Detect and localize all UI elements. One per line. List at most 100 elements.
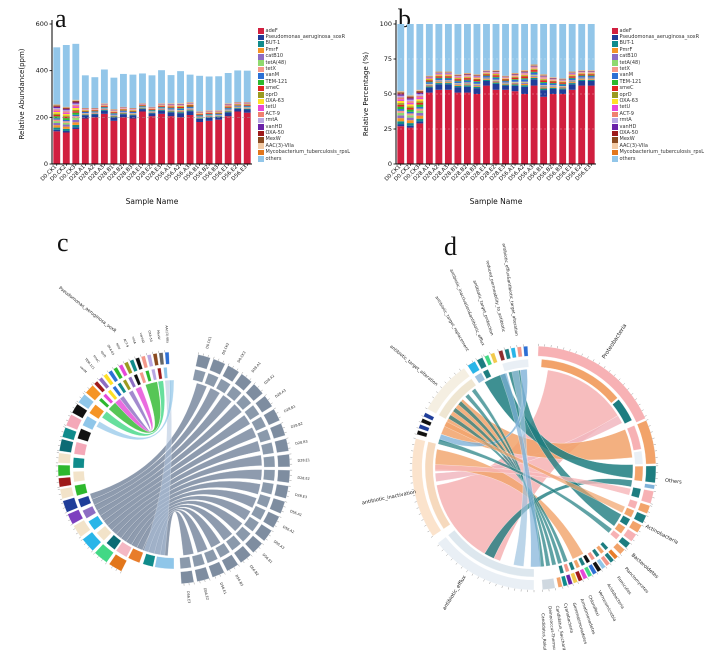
bar-segment: [444, 75, 452, 76]
bar-segment: [435, 75, 443, 77]
bar-segment: [91, 114, 99, 118]
bar-segment: [483, 80, 490, 86]
bar-segment: [72, 127, 80, 129]
scale-tick: [460, 566, 463, 569]
circos-arc-segment: [633, 450, 644, 465]
circos-gene-label: rmtA: [131, 336, 137, 345]
bar-segment: [568, 77, 576, 79]
scale-tick: [207, 354, 209, 358]
bar-segment: [224, 110, 232, 111]
bar-segment: [148, 113, 156, 117]
bar-segment: [540, 86, 548, 88]
legend-gene-label: tetU: [619, 104, 631, 111]
scale-tick: [466, 363, 468, 366]
scale-tick: [623, 383, 625, 385]
legend-item: AAC(3)-VIIa: [258, 143, 350, 149]
bar-segment: [578, 72, 586, 73]
bar-segment: [53, 113, 61, 115]
circos-arc-segment: [245, 383, 263, 402]
bar-segment: [177, 105, 184, 106]
circos-gene-label: vanHD: [139, 332, 146, 344]
bar-segment: [91, 117, 99, 164]
scale-tick: [652, 497, 655, 499]
bar-segment: [243, 70, 251, 103]
circos-arc-segment: [501, 358, 529, 372]
scale-tick: [618, 378, 621, 381]
scale-tick: [652, 437, 655, 439]
panel-b-legend: adeF Pseudomonas_aeruginosa_soxR BUT-1 PmrF…: [612, 28, 704, 162]
scale-tick: [140, 354, 142, 357]
scale-tick: [632, 539, 635, 542]
bar-segment: [444, 24, 452, 72]
circos-arc-segment: [612, 542, 625, 555]
legend-swatch: [258, 54, 264, 60]
bar-segment: [416, 104, 424, 107]
bar-segment: [416, 123, 424, 164]
bar-segment: [444, 84, 452, 90]
circos-arc-segment: [640, 489, 654, 504]
bar-segment: [511, 75, 519, 77]
legend-item: adeF: [258, 28, 350, 34]
circos-sector-label: Candidatus_Rokubacteria: [541, 613, 549, 650]
scale-tick: [495, 583, 497, 587]
bar-segment: [425, 77, 433, 78]
bar-segment: [473, 79, 481, 82]
bar-segment: [72, 111, 80, 113]
bar-segment: [425, 79, 433, 81]
bar-segment: [464, 82, 471, 83]
bar-segment: [530, 85, 538, 164]
legend-item: PmrF: [612, 47, 704, 54]
bar-segment: [406, 97, 414, 99]
scale-tick: [471, 360, 474, 363]
circos-arc-segment: [423, 412, 435, 421]
circos-sample-label: D56.B2: [249, 564, 260, 576]
bar-segment: [568, 75, 576, 77]
bar-segment: [416, 106, 424, 109]
bar-segment: [158, 109, 165, 111]
bar-segment: [81, 75, 89, 108]
bar-segment: [158, 109, 165, 110]
scale-tick: [70, 524, 73, 526]
legend-swatch: [258, 85, 264, 92]
bar-segment: [196, 75, 204, 112]
bar-segment: [234, 108, 242, 109]
bar-segment: [435, 89, 443, 164]
legend-item: OXA-50: [612, 130, 704, 137]
bar-segment: [91, 77, 99, 108]
legend-swatch: [612, 85, 618, 92]
bar-segment: [129, 74, 137, 108]
scale-tick: [501, 585, 503, 589]
bar-segment: [454, 83, 462, 85]
bar-segment: [100, 106, 108, 107]
bar-segment: [177, 111, 184, 113]
bar-segment: [549, 85, 557, 86]
scale-tick: [471, 573, 474, 576]
circos-arc-segment: [82, 505, 97, 519]
bar-segment: [425, 78, 433, 80]
bar-segment: [416, 97, 424, 100]
scale-tick: [97, 378, 99, 380]
scale-tick: [449, 377, 451, 379]
bar-segment: [167, 108, 175, 110]
bar-segment: [91, 110, 99, 112]
legend-swatch: [258, 92, 264, 98]
circos-ribbon: [160, 510, 195, 556]
circos-arc-segment: [244, 404, 260, 421]
plot-area: 0200400600D0.CK1D0.CK2D0.CK3D28.A1D28.A2…: [18, 20, 252, 206]
scale-tick: [93, 552, 95, 555]
bar-segment: [483, 85, 490, 164]
bar-segment: [81, 114, 89, 115]
circos-arc-segment: [244, 535, 263, 553]
bar-segment: [243, 109, 251, 113]
bar-segment: [530, 66, 538, 68]
scale-tick: [421, 415, 424, 417]
bar-segment: [53, 127, 61, 130]
bar-segment: [454, 84, 462, 85]
scale-tick: [477, 576, 479, 579]
bar-segment: [492, 72, 500, 73]
y-tick-label: 0: [388, 160, 392, 168]
bar-segment: [139, 73, 146, 104]
bar-segment: [435, 82, 443, 84]
scale-tick: [87, 547, 90, 549]
scale-tick: [122, 361, 125, 364]
